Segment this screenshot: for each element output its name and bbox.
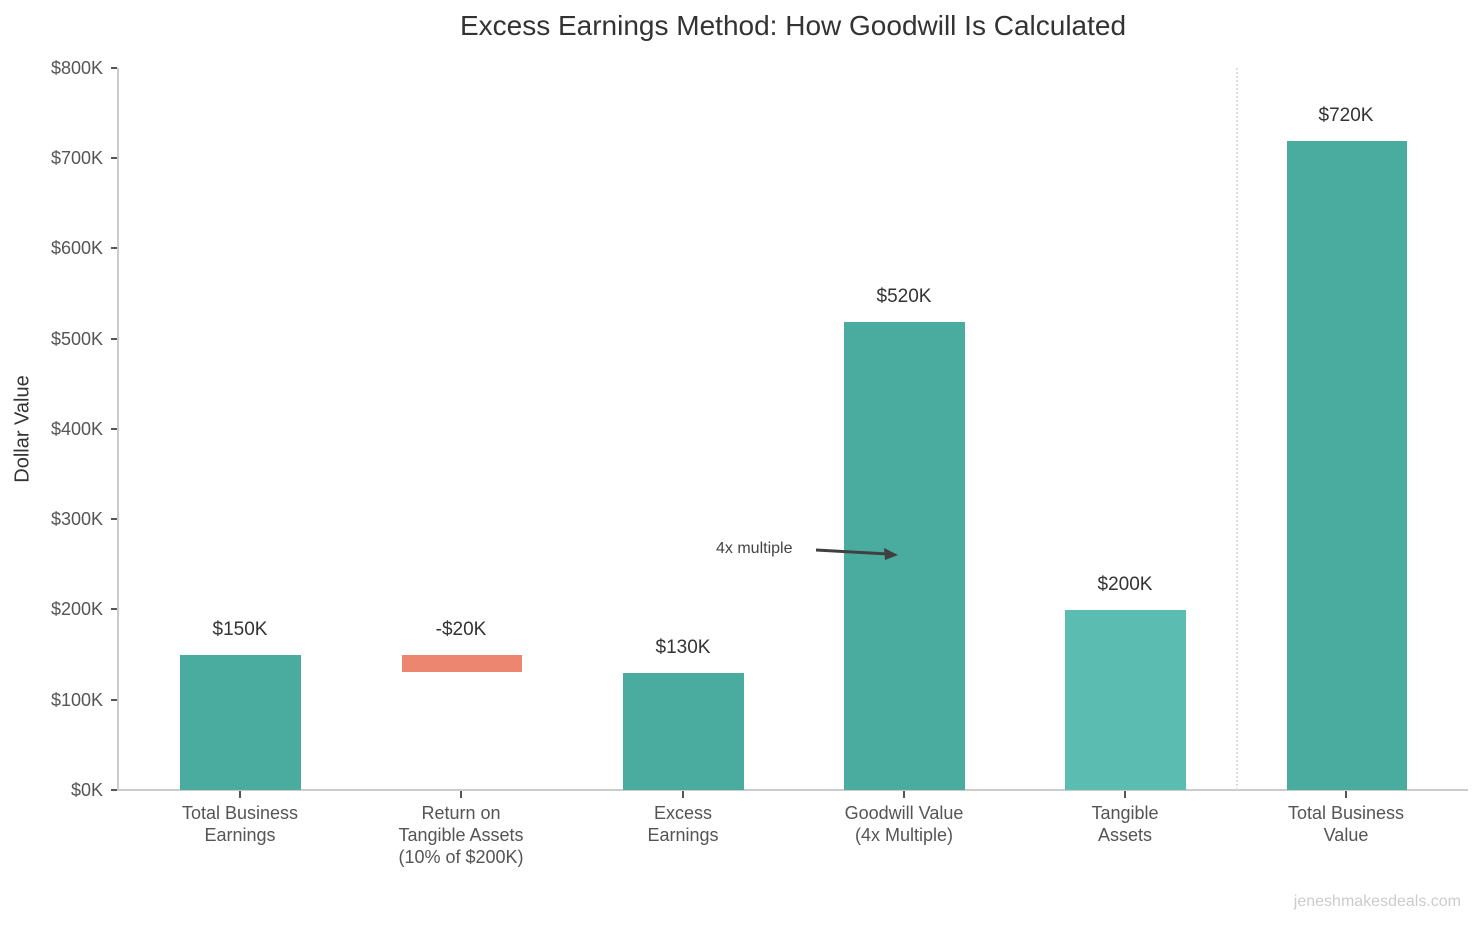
y-tick-mark [111,518,117,520]
y-tick-label: $400K [50,419,103,439]
bar-value-label: $130K [655,637,711,658]
y-tick: $500K [0,329,117,349]
y-tick-mark [111,157,117,159]
x-tick-label: Goodwill Value (4x Multiple) [844,803,964,845]
bar-excess-earnings[interactable] [623,673,744,790]
x-tick-mark [460,791,462,798]
y-tick: $700K [0,148,117,168]
x-tick-mark [682,791,684,798]
x-tick-label: Return on Tangible Assets (10% of $200K) [398,803,524,867]
y-tick-mark [111,608,117,610]
bar-total-business-value[interactable] [1287,141,1407,790]
y-tick: $600K [0,238,117,258]
y-tick-mark [111,247,117,249]
x-tick-label: Tangible Assets [1091,803,1159,845]
y-tick: $300K [0,509,117,529]
y-tick-label: $700K [50,148,103,168]
y-tick-mark [111,428,117,430]
y-tick-label: $100K [50,690,103,710]
chart-title: Excess Earnings Method: How Goodwill Is … [459,10,1127,41]
bar-value-label: $200K [1097,574,1153,595]
x-tick-mark [1124,791,1126,798]
y-tick: $800K [0,58,117,78]
bar-goodwill-value[interactable] [844,322,965,790]
y-tick-label: $300K [50,509,103,529]
x-tick-label: Total Business Earnings [181,803,299,845]
bar-value-label: $720K [1318,105,1374,126]
y-tick: $200K [0,599,117,619]
annotation-text: 4x multiple [716,540,793,557]
x-tick-mark [1345,791,1347,798]
watermark: jeneshmakesdeals.com [1293,893,1461,910]
y-tick-mark [111,67,117,69]
y-tick-label: $800K [50,58,103,78]
bar-value-label: $520K [876,286,932,307]
x-axis-line [117,789,1468,791]
bar-total-business-earnings[interactable] [180,655,301,790]
x-tick-label: Total Business Value [1287,803,1405,845]
x-tick-mark [239,791,241,798]
y-tick: $0K [0,780,117,800]
section-divider [1236,68,1238,790]
y-tick: $400K [0,419,117,439]
bar-return-on-tangible-assets[interactable] [402,655,522,672]
y-tick-mark [111,699,117,701]
x-tick-mark [903,791,905,798]
y-tick-mark [111,789,117,791]
bar-value-label: $150K [212,619,268,640]
bar-tangible-assets[interactable] [1065,610,1186,790]
y-axis-line [117,68,119,791]
y-tick-label: $0K [70,780,103,800]
y-tick-label: $600K [50,238,103,258]
y-tick-label: $500K [50,329,103,349]
y-tick-label: $200K [50,599,103,619]
bar-value-label: -$20K [435,619,487,640]
y-tick-mark [111,338,117,340]
x-tick-label: Excess Earnings [647,803,719,845]
y-tick: $100K [0,690,117,710]
